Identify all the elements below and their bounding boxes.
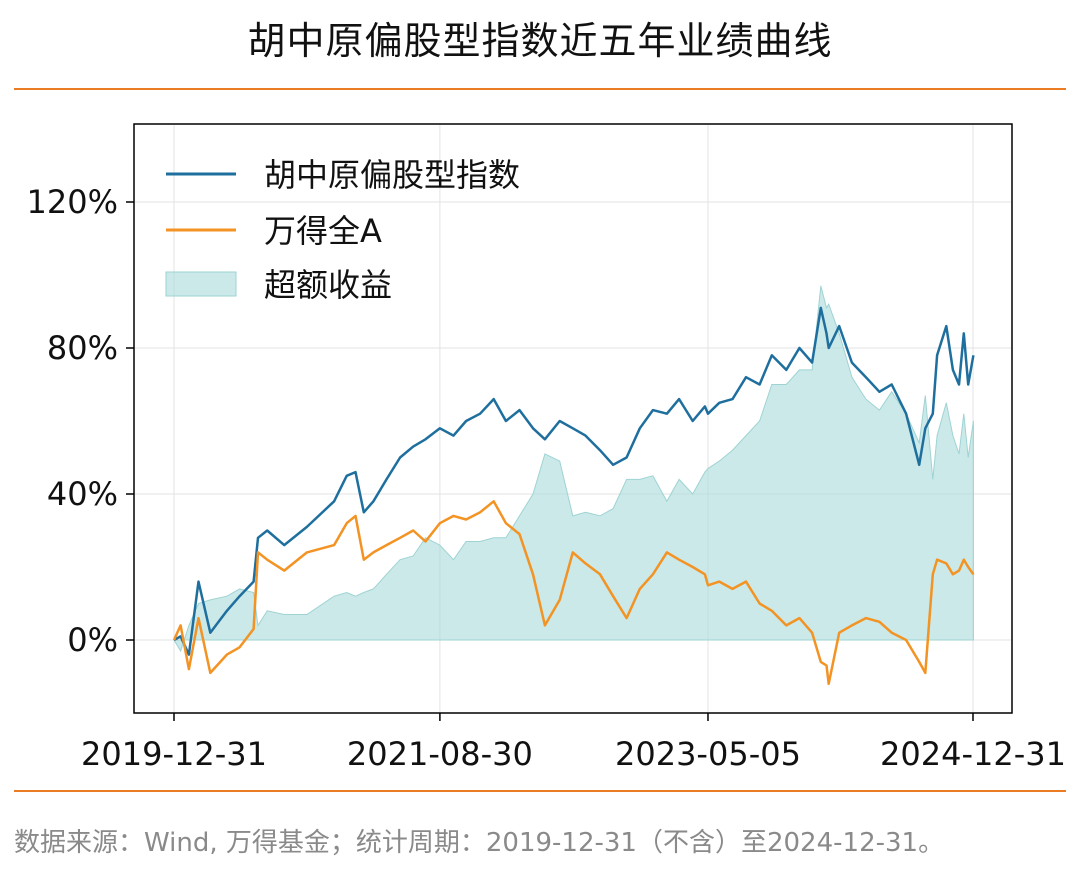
y-tick-label: 80% [47,329,118,367]
y-tick-label: 40% [47,475,118,513]
x-tick-label: 2024-12-31 [880,735,1066,773]
excess-area-layer [173,285,974,653]
legend-label-market: 万得全A [264,212,382,250]
title-divider [14,88,1066,90]
source-note: 数据来源：Wind, 万得基金；统计周期：2019-12-31（不含）至2024… [14,828,945,858]
performance-chart: 0% 40% 80% 120% 2019-12-31 2021-08-30 2023-05-… [27,123,1066,773]
x-tick-label: 2023-05-05 [615,735,801,773]
legend-swatch-excess [165,271,237,297]
chart-title: 胡中原偏股型指数近五年业绩曲线 [247,19,833,63]
y-tick-label: 0% [67,621,118,659]
y-tick-label: 120% [27,183,118,221]
x-tick-label: 2019-12-31 [81,735,267,773]
legend-label-index: 胡中原偏股型指数 [264,156,520,194]
market-series-line [172,500,975,686]
x-tick-label: 2021-08-30 [347,735,533,773]
legend: 胡中原偏股型指数 万得全A 超额收益 [165,156,520,304]
plot-frame [133,123,1013,714]
series-lines [172,306,975,686]
footer-divider [14,790,1066,792]
legend-label-excess: 超额收益 [264,266,392,304]
index-series-line [173,306,975,656]
excess-return-area [173,285,974,653]
axis-ticks: 0% 40% 80% 120% 2019-12-31 2021-08-30 2023-05-… [27,183,1066,773]
